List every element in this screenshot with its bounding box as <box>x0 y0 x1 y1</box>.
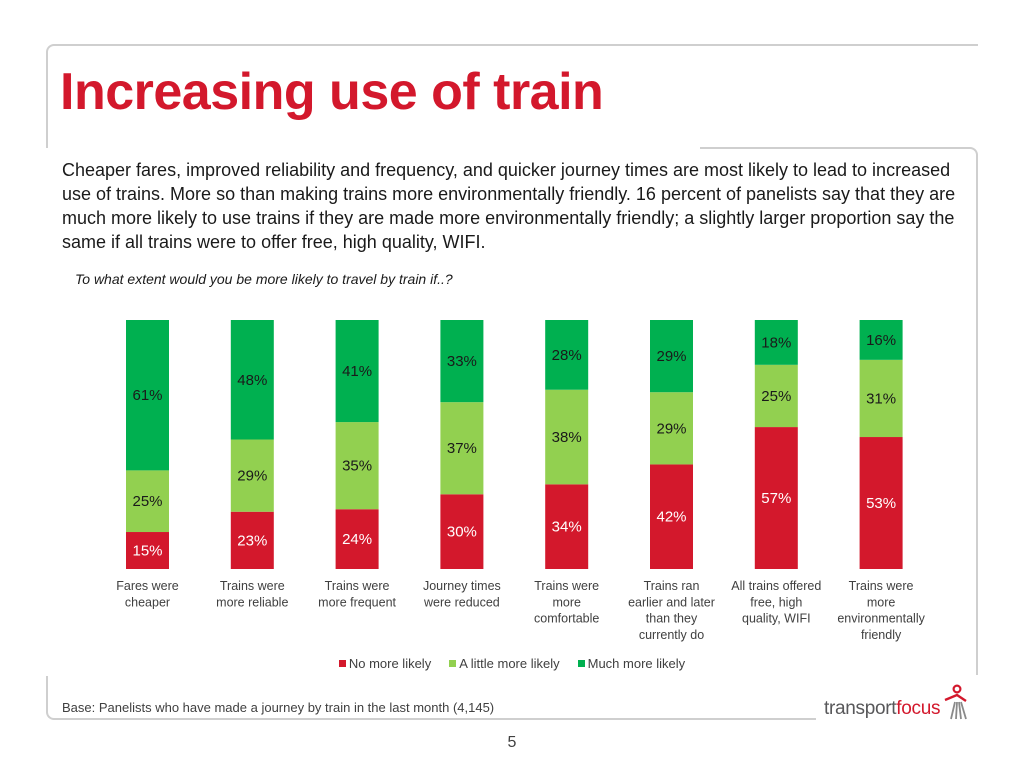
data-label: 23% <box>237 532 267 549</box>
category-label: Fares were cheaper <box>116 579 179 609</box>
data-label: 48% <box>237 372 267 389</box>
bar-segment-a-little-more-likely <box>126 470 169 533</box>
bar-segment-a-little-more-likely <box>859 359 903 438</box>
bar-segment-no-more-likely <box>126 532 169 569</box>
data-label: 16% <box>866 332 896 349</box>
legend-swatch-light-green <box>449 660 457 667</box>
data-label: 37% <box>447 440 477 457</box>
data-label: 25% <box>132 493 162 510</box>
legend-item-much-more-likely: Much more likely <box>577 656 686 671</box>
category-label: Trains were more reliable <box>216 579 288 609</box>
bar-segment-a-little-more-likely <box>650 392 693 465</box>
logo-figure-icon <box>944 684 968 720</box>
bar-segment-no-more-likely <box>859 437 903 569</box>
category-labels-group: Fares were cheaper Trains were more reliabl… <box>116 579 925 642</box>
category-label: Trains were more environmentally friendly <box>837 579 925 642</box>
bars-group: 15% 25% 61% 23% 29% 48% 24% 35% 41% 30% 37% 33% 34% 3… <box>126 320 903 569</box>
bar-segment-no-more-likely <box>650 464 693 569</box>
data-label: 41% <box>342 363 372 380</box>
transportfocus-logo: transportfocus <box>824 684 968 720</box>
bar-segment-much-more-likely <box>859 320 903 360</box>
data-label: 29% <box>656 348 686 365</box>
logo-text: transportfocus <box>824 698 941 719</box>
base-note: Base: Panelists who have made a journey … <box>62 700 495 715</box>
chart-question: To what extent would you be more likely … <box>75 271 453 287</box>
bar-segment-a-little-more-likely <box>230 439 274 512</box>
bar-segment-much-more-likely <box>545 320 589 390</box>
data-label: 38% <box>552 429 582 446</box>
bar-segment-no-more-likely <box>754 427 798 569</box>
title-frame <box>46 44 978 148</box>
bar-segment-no-more-likely <box>545 484 589 569</box>
bar-segment-no-more-likely <box>335 509 379 569</box>
category-label: Trains were more frequent <box>318 579 396 609</box>
content-frame <box>700 147 978 675</box>
bar-segment-much-more-likely <box>126 320 169 471</box>
category-label: Trains were more comfortable <box>534 579 599 626</box>
legend-label: A little more likely <box>459 656 560 671</box>
page-title: Increasing use of train <box>60 63 604 121</box>
data-label: 24% <box>342 531 372 548</box>
data-label: 25% <box>761 388 791 405</box>
data-label: 30% <box>447 524 477 541</box>
data-label: 33% <box>447 353 477 370</box>
footer-frame <box>46 676 816 720</box>
bar-segment-much-more-likely <box>650 320 693 393</box>
data-label: 31% <box>866 390 896 407</box>
bar-segment-a-little-more-likely <box>335 422 379 510</box>
legend-swatch-red <box>338 660 346 667</box>
bar-segment-a-little-more-likely <box>754 364 798 428</box>
data-label: 34% <box>552 519 582 536</box>
data-label: 42% <box>656 509 686 526</box>
data-label: 18% <box>761 334 791 351</box>
data-label: 29% <box>656 420 686 437</box>
bar-segment-much-more-likely <box>335 320 379 423</box>
legend-label: Much more likely <box>587 656 686 671</box>
bar-segment-much-more-likely <box>754 320 798 365</box>
page-number: 5 <box>507 734 517 751</box>
legend-item-little-more-likely: A little more likely <box>449 656 560 671</box>
data-label: 29% <box>237 468 267 485</box>
legend-label: No more likely <box>348 656 432 671</box>
bar-segment-a-little-more-likely <box>440 402 484 495</box>
data-label: 53% <box>866 495 896 512</box>
bar-segment-a-little-more-likely <box>545 389 589 485</box>
data-label: 57% <box>761 490 791 507</box>
category-label: Trains ran earlier and later than they curr… <box>628 579 715 642</box>
category-label: Journey times were reduced <box>423 579 501 609</box>
bar-segment-much-more-likely <box>440 320 484 403</box>
chart-legend: No more likely A little more likely Much… <box>0 656 1024 671</box>
data-label: 15% <box>132 543 162 560</box>
bar-segment-much-more-likely <box>230 320 274 440</box>
data-label: 35% <box>342 458 372 475</box>
intro-paragraph: Cheaper fares, improved reliability and … <box>62 160 956 252</box>
bar-segment-no-more-likely <box>440 494 484 569</box>
legend-swatch-dark-green <box>577 660 585 667</box>
data-label: 28% <box>552 347 582 364</box>
category-label: All trains offered free, high quality, WIF… <box>731 579 821 626</box>
legend-item-no-more-likely: No more likely <box>338 656 432 671</box>
data-label: 61% <box>132 387 162 404</box>
bar-segment-no-more-likely <box>230 511 274 569</box>
